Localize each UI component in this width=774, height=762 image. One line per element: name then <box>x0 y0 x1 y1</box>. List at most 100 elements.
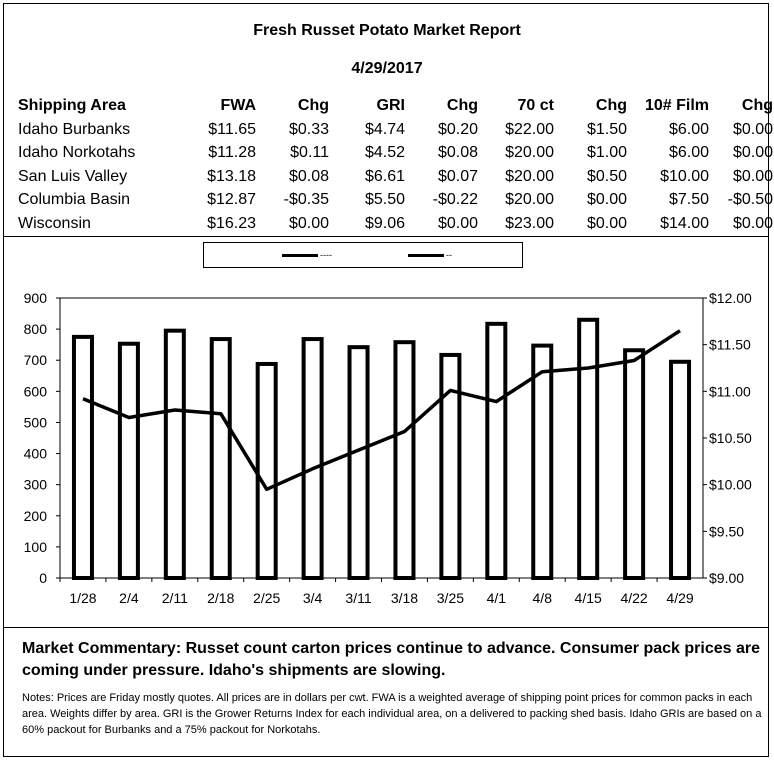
cell: $0.00 <box>732 214 773 232</box>
cell: -$0.50 <box>727 191 773 209</box>
col-gri: GRI <box>376 97 405 114</box>
y-right-tick-label: $11.00 <box>709 383 751 399</box>
y-left-tick-label: 500 <box>24 414 48 430</box>
y-right-tick-label: $12.00 <box>709 290 752 306</box>
y-left-tick-label: 900 <box>24 290 48 306</box>
y-right-tick-label: $9.00 <box>709 570 744 586</box>
market-table: Shipping Area FWA Chg GRI Chg 70 ct Chg … <box>18 94 773 236</box>
bar <box>347 345 370 580</box>
report-title: Fresh Russet Potato Market Report <box>253 22 521 39</box>
cell: $6.61 <box>364 167 405 185</box>
legend-label-line: -- <box>446 250 452 260</box>
cell: $4.74 <box>364 120 405 138</box>
plot-frame <box>59 297 704 579</box>
bar <box>163 328 186 580</box>
col-gri-chg: Chg <box>446 97 478 114</box>
y-left-tick-label: 400 <box>24 446 48 462</box>
cell: $20.00 <box>505 167 554 185</box>
cell: $11.65 <box>208 120 256 138</box>
bar <box>301 337 324 581</box>
table-row: Columbia Basin $12.87 -$0.35 $5.50 -$0.2… <box>18 188 773 212</box>
cell: $0.08 <box>437 144 478 162</box>
cell: $16.23 <box>207 214 256 232</box>
y-right-tick-label: $9.50 <box>709 523 744 539</box>
table-row: Wisconsin $16.23 $0.00 $9.06 $0.00 $23.0… <box>18 212 773 236</box>
legend-label-bar: ---- <box>320 250 332 260</box>
cell: $0.00 <box>732 167 773 185</box>
table-row: San Luis Valley $13.18 $0.08 $6.61 $0.07… <box>18 165 773 189</box>
col-10film-chg: Chg <box>741 97 773 114</box>
bar <box>669 359 692 580</box>
y-right-tick-label: $11.50 <box>709 337 751 353</box>
bar <box>577 317 600 580</box>
cell: -$0.22 <box>432 191 478 209</box>
table-row: Idaho Norkotahs $11.28 $0.11 $4.52 $0.08… <box>18 141 773 165</box>
cell: $14.00 <box>660 214 709 232</box>
y-left-tick-label: 300 <box>24 477 48 493</box>
cell: $0.00 <box>586 214 627 232</box>
table-row: Idaho Burbanks $11.65 $0.33 $4.74 $0.20 … <box>18 118 773 142</box>
cell: $0.00 <box>586 191 627 209</box>
cell: $0.08 <box>288 167 329 185</box>
bar <box>531 343 554 580</box>
y-left-tick-label: 800 <box>24 321 48 337</box>
cell: $6.00 <box>668 120 709 138</box>
cell: $13.18 <box>207 167 256 185</box>
y-left-tick-label: 600 <box>24 383 48 399</box>
x-tick-label: 2/4 <box>119 590 139 606</box>
cell: $0.50 <box>586 167 627 185</box>
col-70ct: 70 ct <box>517 97 554 114</box>
cell: $4.52 <box>364 144 405 162</box>
table-header-row: Shipping Area FWA Chg GRI Chg 70 ct Chg … <box>18 94 773 118</box>
bar <box>71 334 94 580</box>
bar <box>117 341 140 580</box>
x-tick-label: 4/29 <box>666 590 693 606</box>
cell: San Luis Valley <box>18 167 128 185</box>
y-left-tick-label: 100 <box>24 539 48 555</box>
x-tick-label: 3/11 <box>345 590 371 606</box>
cell: $0.00 <box>732 144 773 162</box>
x-tick-label: 4/1 <box>487 590 507 606</box>
y-left-tick-label: 700 <box>24 352 48 368</box>
cell: $6.00 <box>668 144 709 162</box>
cell: $0.00 <box>437 214 478 232</box>
cell: $22.00 <box>505 120 554 138</box>
legend-swatch-line <box>408 253 444 257</box>
col-fwa: FWA <box>220 97 256 114</box>
series-line <box>82 329 681 492</box>
cell: $0.20 <box>437 120 478 138</box>
legend-swatch-bar <box>282 253 318 257</box>
chart-area <box>3 236 769 628</box>
x-tick-label: 4/15 <box>575 590 602 606</box>
x-tick-label: 1/28 <box>69 590 96 606</box>
cell: $1.00 <box>586 144 627 162</box>
cell: $5.50 <box>364 191 405 209</box>
cell: $9.06 <box>364 214 405 232</box>
x-tick-label: 3/25 <box>437 590 464 606</box>
cell: -$0.35 <box>283 191 329 209</box>
col-shipping-area: Shipping Area <box>18 97 126 114</box>
report-date: 4/29/2017 <box>351 60 423 77</box>
col-10film: 10# Film <box>644 97 709 114</box>
cell: $20.00 <box>505 144 554 162</box>
bar <box>623 348 646 580</box>
cell: $1.50 <box>586 120 627 138</box>
y-left-tick-label: 0 <box>39 570 47 586</box>
x-tick-label: 4/22 <box>620 590 647 606</box>
bar <box>485 321 508 581</box>
cell: $0.11 <box>290 144 329 162</box>
x-tick-label: 2/11 <box>162 590 188 606</box>
chart-legend: ---- -- <box>203 242 523 268</box>
cell: $10.00 <box>660 167 709 185</box>
y-right-tick-label: $10.00 <box>709 477 752 493</box>
cell: $11.28 <box>208 144 256 162</box>
cell: Idaho Burbanks <box>18 120 131 138</box>
cell: $7.50 <box>668 191 709 209</box>
cell: $23.00 <box>505 214 554 232</box>
bar <box>255 361 278 581</box>
col-fwa-chg: Chg <box>297 97 329 114</box>
bar <box>393 340 416 580</box>
cell: $0.07 <box>437 167 478 185</box>
cell: $12.87 <box>207 191 256 209</box>
